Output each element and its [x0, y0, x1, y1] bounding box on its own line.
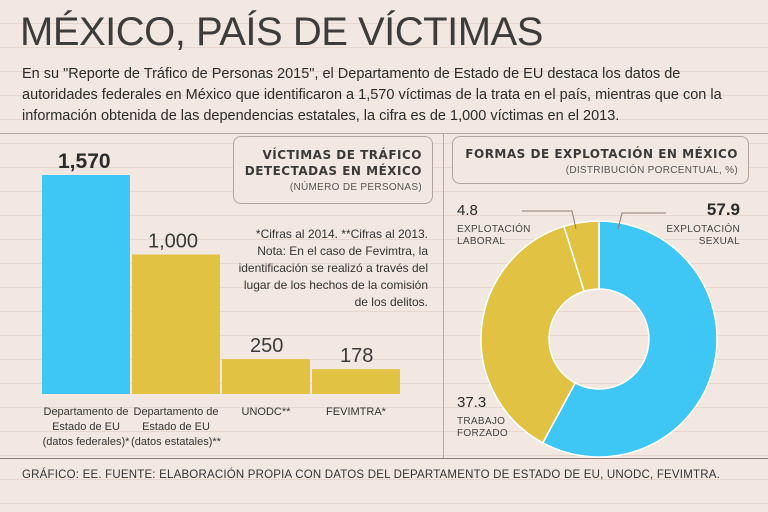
- bar-chart: 1,570 Departamento de Estado de EU (datos f…: [42, 150, 400, 448]
- source-footer: GRÁFICO: EE. FUENTE: ELABORACIÓN PROPIA …: [22, 469, 720, 481]
- top-divider: [0, 133, 768, 134]
- donut-chart-title: FORMAS DE EXPLOTACIÓN EN MÉXICO: [465, 147, 738, 161]
- donut-slice-label: EXPLOTACIÓN: [457, 222, 531, 235]
- bar-category-label: (datos estatales)**: [131, 436, 222, 448]
- bar-category-label: Estado de EU: [52, 421, 120, 433]
- bar-chart-note: *Cifras al 2014. **Cifras al 2013. Nota:…: [238, 227, 428, 309]
- bar-category-label: Departamento de: [134, 406, 219, 418]
- bar-category-label: Departamento de: [44, 406, 129, 418]
- panel-divider: [443, 133, 444, 458]
- donut-chart-subtitle: (DISTRIBUCIÓN PORCENTUAL, %): [565, 165, 738, 176]
- donut-slice-label: LABORAL: [457, 236, 505, 247]
- donut-chart-header: FORMAS DE EXPLOTACIÓN EN MÉXICO (DISTRIB…: [452, 136, 749, 184]
- donut-value-label: 4.8: [457, 202, 478, 219]
- donut-slice: [563, 220, 600, 293]
- donut-slice-label: SEXUAL: [699, 236, 740, 247]
- leader-line: [617, 212, 666, 230]
- leader-line: [522, 210, 577, 230]
- bar-value-label: 1,570: [58, 150, 111, 173]
- bar-chart-subtitle: (NÚMERO DE PERSONAS): [289, 182, 422, 193]
- bar-value-label: 250: [250, 335, 283, 357]
- page-title: MÉXICO, PAÍS DE VÍCTIMAS: [20, 10, 543, 54]
- donut-slice: [541, 220, 718, 458]
- bar: [312, 369, 400, 394]
- donut-value-label: 57.9: [707, 200, 740, 219]
- bar: [42, 175, 130, 394]
- donut-value-label: 37.3: [457, 394, 486, 411]
- bar-category-label: FEVIMTRA*: [326, 406, 387, 418]
- bar-category-label: UNODC**: [242, 406, 292, 418]
- bar: [132, 254, 220, 394]
- bar-value-label: 178: [340, 345, 373, 367]
- bottom-divider: [0, 458, 768, 459]
- bar-category-label: Estado de EU: [142, 421, 210, 433]
- intro-paragraph: En su "Reporte de Tráfico de Personas 20…: [22, 66, 722, 124]
- bar-category-label: (datos federales)*: [43, 436, 131, 448]
- bar-chart-header: VÍCTIMAS DE TRÁFICO DETECTADAS EN MÉXICO…: [233, 136, 433, 204]
- bar-chart-title-line2: DETECTADAS EN MÉXICO: [244, 164, 422, 178]
- donut-slice-label: FORZADO: [457, 428, 508, 439]
- bar-chart-title-line1: VÍCTIMAS DE TRÁFICO: [262, 148, 422, 162]
- donut-slice-label: EXPLOTACIÓN: [666, 222, 740, 235]
- donut-chart: 57.9EXPLOTACIÓNSEXUAL4.8EXPLOTACIÓNLABOR…: [457, 200, 740, 458]
- donut-slice-label: TRABAJO: [457, 416, 505, 427]
- bar-value-label: 1,000: [148, 231, 198, 253]
- donut-slice: [480, 225, 586, 444]
- bar: [222, 359, 310, 394]
